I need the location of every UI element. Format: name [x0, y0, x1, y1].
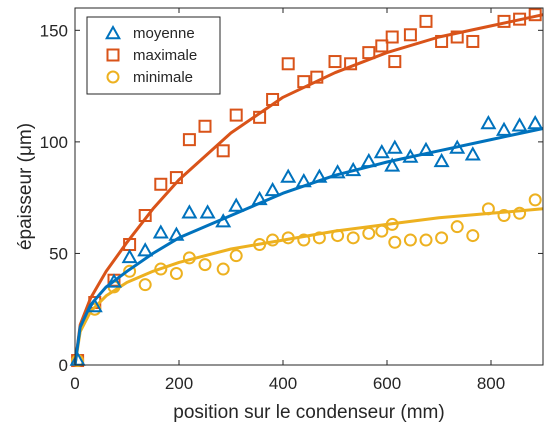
data-point-minimale	[138, 278, 152, 292]
fit-line-maximale	[73, 13, 544, 366]
legend-label-minimale: minimale	[133, 69, 193, 86]
data-point-moyenne	[384, 157, 401, 172]
legend-entry-minimale: minimale	[106, 69, 193, 86]
data-point-moyenne	[137, 242, 154, 257]
y-tick-label: 0	[59, 356, 68, 375]
data-point-maximale	[403, 28, 417, 42]
legend-entry-maximale: maximale	[106, 47, 197, 64]
data-point-minimale	[229, 249, 243, 263]
data-point-maximale	[388, 55, 402, 69]
data-point-moyenne	[329, 164, 346, 179]
data-point-maximale	[385, 30, 399, 44]
data-point-moyenne	[105, 273, 123, 288]
data-point-maximale	[198, 119, 212, 133]
x-axis-title: position sur le condenseur (mm)	[173, 402, 444, 423]
data-point-minimale	[435, 231, 449, 245]
series-moyenne	[69, 114, 544, 366]
data-point-maximale	[466, 34, 480, 48]
data-point-moyenne	[199, 204, 216, 219]
x-tick-label: 400	[269, 374, 297, 393]
data-point-moyenne	[464, 146, 481, 161]
y-tick-label: 150	[40, 21, 68, 40]
data-point-maximale	[281, 57, 295, 71]
data-point-minimale	[450, 220, 464, 234]
series-minimale	[71, 193, 544, 368]
data-point-minimale	[216, 262, 230, 276]
fit-line-minimale	[73, 207, 544, 366]
x-tick-label: 800	[477, 374, 505, 393]
legend: moyenne maximale minimale	[86, 16, 221, 95]
data-point-maximale	[375, 39, 389, 53]
data-point-moyenne	[264, 181, 281, 197]
data-point-moyenne	[228, 197, 245, 212]
x-tick-label: 200	[165, 374, 193, 393]
data-point-moyenne	[511, 117, 528, 132]
y-tick-label: 100	[40, 133, 68, 152]
data-point-moyenne	[386, 139, 403, 154]
y-tick-label: 50	[49, 244, 68, 263]
data-point-maximale	[229, 108, 243, 122]
data-point-moyenne	[181, 204, 198, 219]
data-point-minimale	[466, 229, 480, 243]
y-axis-title: épaisseur (μm)	[15, 123, 36, 250]
data-point-moyenne	[121, 248, 138, 264]
data-point-moyenne	[480, 114, 497, 130]
data-point-maximale	[216, 144, 230, 158]
data-point-minimale	[169, 267, 183, 281]
data-point-maximale	[328, 55, 342, 69]
data-point-minimale	[346, 231, 360, 245]
legend-entry-moyenne: moyenne	[104, 24, 195, 42]
legend-label-maximale: maximale	[133, 47, 197, 64]
data-point-moyenne	[152, 224, 169, 239]
fit-line-moyenne	[73, 127, 544, 366]
data-point-moyenne	[433, 152, 450, 168]
data-point-maximale	[419, 14, 433, 28]
legend-marker-moyenne	[104, 24, 122, 40]
data-point-minimale	[362, 226, 376, 240]
plot-frame	[74, 7, 544, 366]
legend-marker-maximale	[106, 48, 120, 62]
legend-label-moyenne: moyenne	[133, 25, 195, 42]
data-point-minimale	[388, 235, 402, 249]
data-point-maximale	[182, 133, 196, 147]
data-point-minimale	[297, 233, 311, 247]
data-point-minimale	[419, 233, 433, 247]
data-point-maximale	[450, 30, 464, 44]
data-point-minimale	[513, 206, 527, 220]
data-point-minimale	[123, 264, 137, 278]
legend-marker-minimale	[106, 70, 120, 84]
data-point-minimale	[198, 258, 212, 272]
data-point-minimale	[497, 209, 511, 223]
series-layer	[69, 8, 544, 368]
data-point-moyenne	[495, 121, 513, 136]
x-tick-label: 600	[373, 374, 401, 393]
data-point-moyenne	[527, 114, 544, 130]
x-tick-label: 0	[70, 374, 79, 393]
data-point-moyenne	[280, 168, 297, 183]
data-point-minimale	[375, 224, 389, 238]
data-point-minimale	[528, 193, 542, 207]
data-point-moyenne	[373, 143, 390, 159]
data-point-minimale	[403, 233, 417, 247]
data-point-maximale	[154, 177, 168, 191]
axis-layer: 0 200 400 600 800 0 50 100 150	[40, 8, 543, 393]
data-point-maximale	[362, 46, 376, 60]
